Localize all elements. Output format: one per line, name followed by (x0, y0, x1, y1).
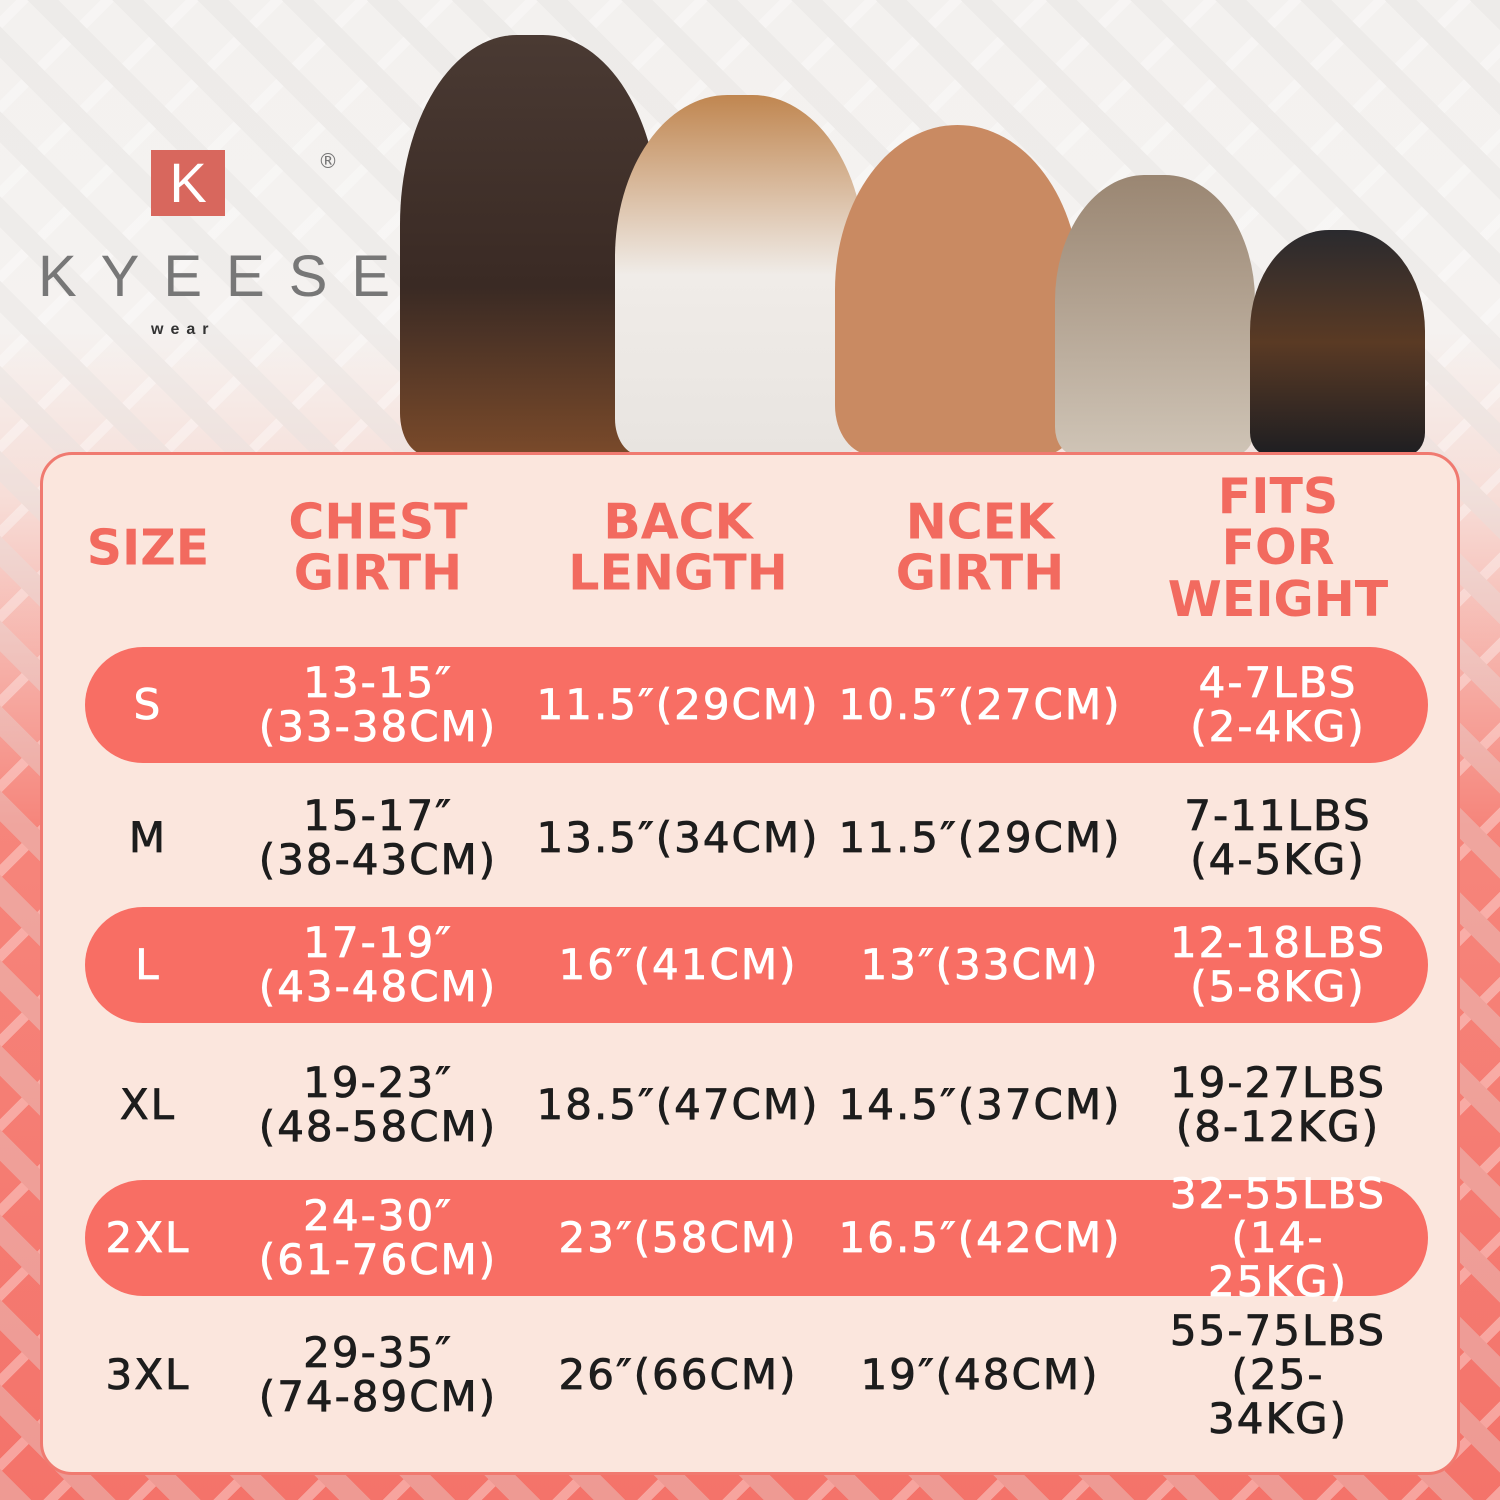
terrier-image (1055, 175, 1255, 455)
cell-size: L (135, 939, 161, 989)
cell-size: 2XL (105, 1212, 191, 1262)
cell-neck-girth: 19″(48CM) (860, 1349, 1100, 1399)
header-chest-girth: CHEST GIRTH (288, 493, 468, 602)
row-highlight-band (85, 1180, 1428, 1296)
brand-name: KYEESE (38, 244, 415, 309)
cell-neck-girth: 10.5″(27CM) (838, 679, 1122, 729)
registered-mark: ® (318, 149, 338, 173)
cell-back-length: 11.5″(29CM) (536, 679, 820, 729)
cell-chest-girth: 19-23″ (48-58CM) (258, 1057, 498, 1151)
cell-size: XL (119, 1079, 177, 1129)
brand-sub: wear (151, 321, 216, 338)
logo-mark: K (151, 150, 225, 216)
cell-back-length: 18.5″(47CM) (536, 1079, 820, 1129)
cell-chest-girth: 24-30″ (61-76CM) (258, 1190, 498, 1284)
header-neck-girth: NCEK GIRTH (895, 493, 1065, 602)
row-highlight-band (85, 647, 1428, 763)
beagle-image (615, 95, 865, 455)
cell-back-length: 13.5″(34CM) (536, 812, 820, 862)
row-highlight-band (85, 907, 1428, 1023)
cell-back-length: 23″(58CM) (558, 1212, 798, 1262)
cell-chest-girth: 17-19″ (43-48CM) (258, 917, 498, 1011)
cell-chest-girth: 15-17″ (38-43CM) (258, 790, 498, 884)
cell-size: S (133, 679, 163, 729)
dogs-photo (390, 30, 1450, 455)
cell-chest-girth: 29-35″ (74-89CM) (258, 1327, 498, 1421)
cell-chest-girth: 13-15″ (33-38CM) (258, 657, 498, 751)
cell-size: M (128, 812, 168, 862)
cell-weight: 7-11LBS (4-5KG) (1184, 790, 1372, 884)
brand-logo: K ® KYEESE wear (38, 145, 415, 345)
cell-neck-girth: 16.5″(42CM) (838, 1212, 1122, 1262)
cell-weight: 12-18LBS (5-8KG) (1169, 917, 1387, 1011)
cell-weight: 55-75LBS (25-34KG) (1169, 1305, 1387, 1444)
cell-back-length: 16″(41CM) (558, 939, 798, 989)
header-size: SIZE (86, 519, 210, 577)
cell-weight: 32-55LBS (14-25KG) (1169, 1168, 1387, 1307)
chihuahua-image (1250, 230, 1425, 455)
header-back-length: BACK LENGTH (568, 493, 788, 602)
cell-size: 3XL (105, 1349, 191, 1399)
cell-neck-girth: 14.5″(37CM) (838, 1079, 1122, 1129)
cell-neck-girth: 11.5″(29CM) (838, 812, 1122, 862)
cell-neck-girth: 13″(33CM) (860, 939, 1100, 989)
cell-weight: 4-7LBS (2-4KG) (1190, 657, 1366, 751)
header-weight: FITS FOR WEIGHT (1167, 467, 1389, 628)
poodle-image (835, 125, 1080, 455)
cell-weight: 19-27LBS (8-12KG) (1169, 1057, 1387, 1151)
cell-back-length: 26″(66CM) (558, 1349, 798, 1399)
